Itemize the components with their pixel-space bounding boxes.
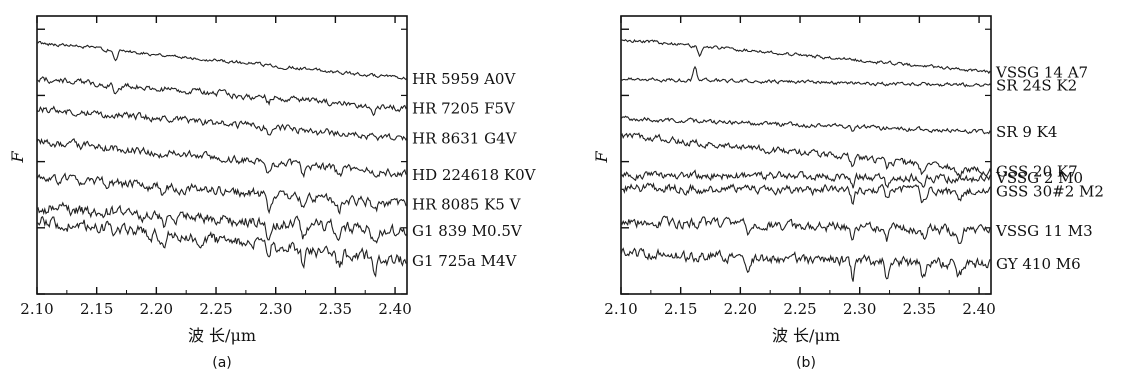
x-tick-label: 2.40 xyxy=(962,300,995,318)
spectrum-line xyxy=(36,105,408,142)
series-label: VSSG 11 M3 xyxy=(995,222,1093,240)
series-label: HR 5959 A0V xyxy=(412,70,516,88)
x-tick-label: 2.35 xyxy=(319,300,352,318)
x-tick-label: 2.25 xyxy=(199,300,232,318)
x-axis-label: 波 长/μm xyxy=(772,326,840,345)
series-label: HR 7205 F5V xyxy=(412,100,516,118)
spectrum-line xyxy=(620,215,992,244)
plot-frame xyxy=(36,15,408,295)
series-label: VSSG 14 A7 xyxy=(995,63,1088,81)
spectrum-line xyxy=(620,132,992,177)
series-label: VSSG 2 M0 xyxy=(995,169,1083,187)
series-label: SR 24S K2 xyxy=(996,77,1077,95)
x-tick-label: 2.10 xyxy=(604,300,637,318)
spectrum-line xyxy=(620,182,992,206)
spectrum-line xyxy=(36,201,408,244)
series-label: G1 839 M0.5V xyxy=(412,222,523,240)
spectrum-line xyxy=(36,172,408,215)
x-tick-label: 2.20 xyxy=(724,300,757,318)
spectrum-line xyxy=(36,137,408,179)
spectrum-line xyxy=(620,115,992,135)
spectrum-line xyxy=(620,65,992,88)
y-axis-label: F xyxy=(8,151,27,164)
series-label: HR 8085 K5 V xyxy=(412,196,522,214)
series-label: GY 410 M6 xyxy=(996,255,1081,273)
x-tick-label: 2.15 xyxy=(80,300,113,318)
spectrum-line xyxy=(620,247,992,282)
spectrum-line xyxy=(620,38,992,75)
spectrum-line xyxy=(620,169,992,189)
series-label: GSS 20 K7 xyxy=(996,163,1078,181)
series-label: G1 725a M4V xyxy=(412,252,518,270)
x-tick-label: 2.40 xyxy=(378,300,411,318)
panel-label: (b) xyxy=(796,355,816,371)
x-axis-label: 波 长/μm xyxy=(188,326,256,345)
panel-label: (a) xyxy=(212,355,232,371)
x-tick-label: 2.35 xyxy=(903,300,936,318)
x-tick-label: 2.10 xyxy=(20,300,53,318)
y-axis-label: F xyxy=(592,151,611,164)
x-tick-label: 2.25 xyxy=(783,300,816,318)
chart-panel-a: 2.10 2.15 2.20 2.25 2.30 2.35 2.40 HR 5959 A0V H… xyxy=(8,15,537,371)
x-tick-label: 2.30 xyxy=(843,300,876,318)
spectrum-line xyxy=(36,216,408,278)
series-label: HR 8631 G4V xyxy=(412,129,518,147)
x-tick-label: 2.20 xyxy=(140,300,173,318)
plot-frame xyxy=(620,15,992,295)
series-label: HD 224618 K0V xyxy=(412,166,537,184)
x-tick-label: 2.30 xyxy=(259,300,292,318)
spectrum-line xyxy=(36,41,408,81)
series-label: GSS 30#2 M2 xyxy=(996,182,1104,200)
x-tick-label: 2.15 xyxy=(664,300,697,318)
series-label: SR 9 K4 xyxy=(996,123,1057,141)
spectrum-line xyxy=(36,76,408,117)
